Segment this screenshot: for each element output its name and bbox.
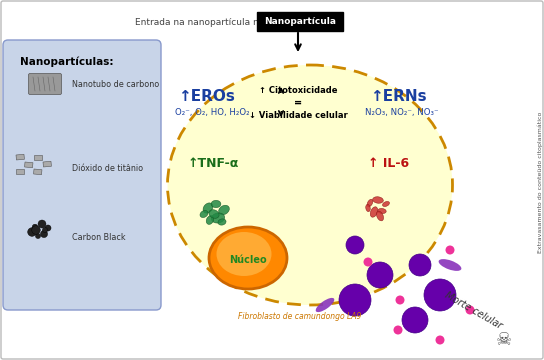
Text: ↑EROs: ↑EROs (178, 89, 235, 104)
Text: ↑TNF-α: ↑TNF-α (188, 157, 239, 170)
Ellipse shape (376, 211, 384, 221)
Text: Nanopartícula: Nanopartícula (264, 17, 336, 26)
Text: ☠: ☠ (496, 331, 512, 349)
Circle shape (35, 234, 41, 239)
Circle shape (32, 226, 40, 234)
Ellipse shape (367, 199, 373, 207)
Text: ↑ Citotoxicidade: ↑ Citotoxicidade (259, 86, 337, 95)
Text: Fibroblasto de camundongo LA9: Fibroblasto de camundongo LA9 (238, 312, 362, 321)
FancyBboxPatch shape (28, 73, 61, 95)
Circle shape (28, 228, 36, 236)
Circle shape (339, 284, 371, 316)
Ellipse shape (209, 227, 287, 289)
Text: Nanotubo de carbono: Nanotubo de carbono (72, 80, 159, 89)
Ellipse shape (217, 232, 271, 276)
Circle shape (346, 236, 364, 254)
Text: =: = (294, 98, 302, 108)
Bar (43, 161, 51, 167)
Circle shape (436, 336, 444, 345)
Ellipse shape (370, 207, 378, 217)
Circle shape (393, 325, 403, 334)
Ellipse shape (212, 213, 225, 223)
Text: Dióxido de titânio: Dióxido de titânio (72, 163, 143, 172)
Circle shape (42, 228, 47, 233)
Text: Morte celular: Morte celular (443, 289, 503, 330)
Ellipse shape (316, 298, 335, 312)
FancyBboxPatch shape (3, 40, 161, 310)
Ellipse shape (211, 201, 221, 208)
Text: ↑ERNs: ↑ERNs (370, 89, 426, 104)
Text: ↑ IL-6: ↑ IL-6 (368, 157, 409, 170)
Ellipse shape (200, 211, 208, 217)
Bar (16, 169, 24, 174)
Ellipse shape (438, 259, 461, 271)
Circle shape (409, 254, 431, 276)
Circle shape (424, 279, 456, 311)
Ellipse shape (366, 204, 370, 212)
Circle shape (38, 220, 46, 228)
Text: Carbon Black: Carbon Black (72, 233, 126, 242)
Text: Nanopartículas:: Nanopartículas: (20, 57, 114, 67)
Ellipse shape (219, 205, 230, 215)
Ellipse shape (378, 208, 386, 213)
Text: Núcleo: Núcleo (229, 255, 267, 265)
Text: N₂O₃, NO₂⁻, NO₃⁻: N₂O₃, NO₂⁻, NO₃⁻ (365, 108, 438, 117)
Circle shape (395, 296, 405, 305)
Ellipse shape (218, 219, 226, 225)
Ellipse shape (203, 203, 213, 213)
Ellipse shape (168, 65, 453, 305)
Text: O₂⁻, O₂, HO, H₂O₂: O₂⁻, O₂, HO, H₂O₂ (175, 108, 250, 117)
Bar (34, 155, 42, 160)
Ellipse shape (206, 216, 214, 224)
Circle shape (40, 230, 47, 238)
Circle shape (446, 246, 454, 255)
Circle shape (363, 257, 373, 266)
Ellipse shape (209, 210, 219, 218)
Text: ↓ Viabilidade celular: ↓ Viabilidade celular (249, 111, 348, 120)
Text: Entrada na nanopartícula na célula: Entrada na nanopartícula na célula (135, 17, 295, 27)
Circle shape (402, 307, 428, 333)
Text: Extravasamento do conteüdo citoplasmático: Extravasamento do conteüdo citoplasmátic… (537, 111, 543, 253)
Bar (16, 154, 24, 160)
Bar (24, 162, 33, 168)
Circle shape (32, 224, 38, 230)
Ellipse shape (373, 197, 384, 203)
Circle shape (466, 306, 474, 315)
Bar (34, 169, 42, 175)
Circle shape (45, 225, 51, 231)
Ellipse shape (382, 202, 390, 207)
FancyBboxPatch shape (257, 12, 343, 31)
Circle shape (367, 262, 393, 288)
